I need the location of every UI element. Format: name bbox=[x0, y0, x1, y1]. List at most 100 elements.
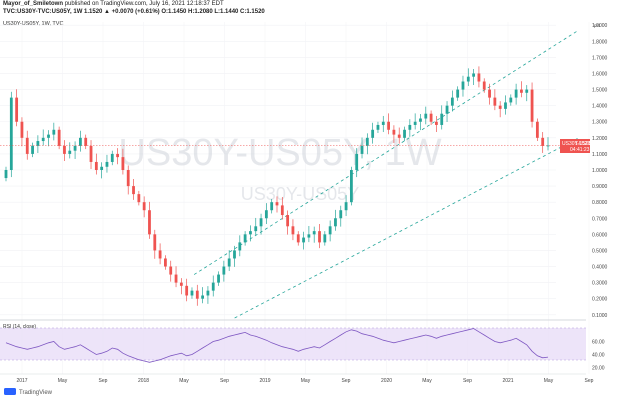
candle-body[interactable] bbox=[541, 137, 545, 146]
candle-body[interactable] bbox=[31, 145, 34, 154]
candle-body[interactable] bbox=[334, 218, 337, 227]
candle-body[interactable] bbox=[371, 129, 375, 138]
candle-body[interactable] bbox=[89, 145, 93, 162]
candle-body[interactable] bbox=[413, 121, 417, 125]
candle-body[interactable] bbox=[535, 121, 539, 138]
candle-body[interactable] bbox=[408, 124, 412, 130]
candle-body[interactable] bbox=[302, 237, 305, 243]
candle-body[interactable] bbox=[57, 129, 61, 146]
candle-body[interactable] bbox=[195, 290, 199, 299]
candle-body[interactable] bbox=[153, 234, 157, 251]
candle-body[interactable] bbox=[25, 137, 29, 154]
candle-body[interactable] bbox=[9, 97, 13, 170]
candle-body[interactable] bbox=[68, 150, 72, 154]
candle-body[interactable] bbox=[376, 124, 380, 130]
candle-body[interactable] bbox=[52, 129, 56, 135]
candle-body[interactable] bbox=[249, 231, 252, 235]
candle-body[interactable] bbox=[132, 186, 135, 195]
candle-body[interactable] bbox=[435, 121, 438, 125]
candle-body[interactable] bbox=[450, 97, 454, 106]
rsi-series[interactable] bbox=[5, 328, 549, 363]
candle-body[interactable] bbox=[201, 295, 205, 299]
candle-body[interactable] bbox=[280, 205, 284, 216]
candle-body[interactable] bbox=[514, 89, 518, 98]
candle-body[interactable] bbox=[164, 258, 167, 267]
candle-body[interactable] bbox=[211, 282, 215, 291]
channel-line-lower[interactable] bbox=[234, 137, 579, 319]
candle-body[interactable] bbox=[328, 226, 332, 235]
candle-body[interactable] bbox=[530, 89, 534, 122]
candle-body[interactable] bbox=[78, 137, 82, 146]
candle-body[interactable] bbox=[206, 290, 210, 296]
candle-body[interactable] bbox=[419, 118, 422, 122]
candle-body[interactable] bbox=[105, 161, 109, 167]
candle-body[interactable] bbox=[472, 73, 476, 77]
candle-body[interactable] bbox=[254, 226, 258, 232]
candle-body[interactable] bbox=[381, 121, 385, 125]
candle-body[interactable] bbox=[403, 129, 406, 138]
channel-line-upper[interactable] bbox=[193, 29, 579, 275]
candle-body[interactable] bbox=[174, 274, 178, 283]
candle-body[interactable] bbox=[238, 242, 242, 251]
candle-body[interactable] bbox=[440, 113, 444, 125]
candle-body[interactable] bbox=[307, 234, 311, 238]
candle-body[interactable] bbox=[243, 234, 247, 243]
candle-body[interactable] bbox=[355, 153, 359, 170]
candle-body[interactable] bbox=[94, 161, 98, 170]
candle-body[interactable] bbox=[110, 153, 114, 162]
price-axis[interactable]: 1.9000 1.8000 1.7000 1.6000 1.5000 1.4000 1.30… bbox=[592, 23, 608, 319]
candle-body[interactable] bbox=[275, 202, 279, 206]
candle-body[interactable] bbox=[360, 145, 364, 154]
candle-body[interactable] bbox=[270, 202, 274, 211]
candle-body[interactable] bbox=[291, 226, 295, 235]
candle-body[interactable] bbox=[509, 97, 513, 103]
candle-body[interactable] bbox=[142, 202, 146, 211]
candle-body[interactable] bbox=[41, 137, 45, 142]
candle-body[interactable] bbox=[169, 266, 173, 275]
candle-body[interactable] bbox=[445, 105, 449, 114]
candle-body[interactable] bbox=[126, 170, 130, 187]
candle-body[interactable] bbox=[296, 234, 300, 243]
candle-body[interactable] bbox=[233, 250, 236, 259]
candle-body[interactable] bbox=[36, 141, 40, 146]
candle-body[interactable] bbox=[424, 113, 428, 119]
candle-body[interactable] bbox=[477, 73, 481, 82]
candle-body[interactable] bbox=[158, 250, 162, 259]
candle-body[interactable] bbox=[466, 76, 470, 82]
candle-body[interactable] bbox=[387, 121, 390, 130]
candle-body[interactable] bbox=[286, 215, 290, 227]
candle-body[interactable] bbox=[137, 194, 141, 203]
candle-body[interactable] bbox=[190, 290, 194, 296]
candle-body[interactable] bbox=[482, 81, 486, 90]
candle-body[interactable] bbox=[456, 89, 460, 98]
candle-body[interactable] bbox=[73, 145, 77, 151]
candle-body[interactable] bbox=[121, 157, 125, 170]
candle-body[interactable] bbox=[365, 137, 369, 146]
candle-body[interactable] bbox=[264, 210, 268, 219]
candle-body[interactable] bbox=[148, 210, 151, 235]
candle-body[interactable] bbox=[63, 145, 66, 154]
candle-body[interactable] bbox=[318, 231, 321, 243]
rsi-line[interactable] bbox=[5, 328, 549, 363]
candle-body[interactable] bbox=[546, 145, 550, 147]
candle-body[interactable] bbox=[520, 89, 523, 93]
candle-body[interactable] bbox=[100, 166, 104, 170]
candle-body[interactable] bbox=[4, 170, 8, 179]
candle-body[interactable] bbox=[179, 282, 183, 286]
candle-body[interactable] bbox=[20, 121, 24, 138]
time-axis[interactable]: 2017 May Sep 2018 May Sep 2019 May Sep 2020 May Sep… bbox=[16, 378, 593, 384]
candle-body[interactable] bbox=[259, 218, 263, 227]
candle-body[interactable] bbox=[392, 129, 396, 135]
candle-body[interactable] bbox=[312, 231, 316, 235]
candle-body[interactable] bbox=[461, 81, 465, 90]
candle-body[interactable] bbox=[227, 258, 231, 267]
candle-body[interactable] bbox=[493, 97, 497, 106]
candle-body[interactable] bbox=[47, 134, 50, 138]
candle-body[interactable] bbox=[217, 274, 220, 283]
candle-body[interactable] bbox=[498, 105, 502, 109]
candle-body[interactable] bbox=[525, 89, 529, 93]
candle-series[interactable] bbox=[4, 66, 550, 306]
candle-body[interactable] bbox=[344, 202, 348, 211]
candle-body[interactable] bbox=[15, 97, 19, 122]
